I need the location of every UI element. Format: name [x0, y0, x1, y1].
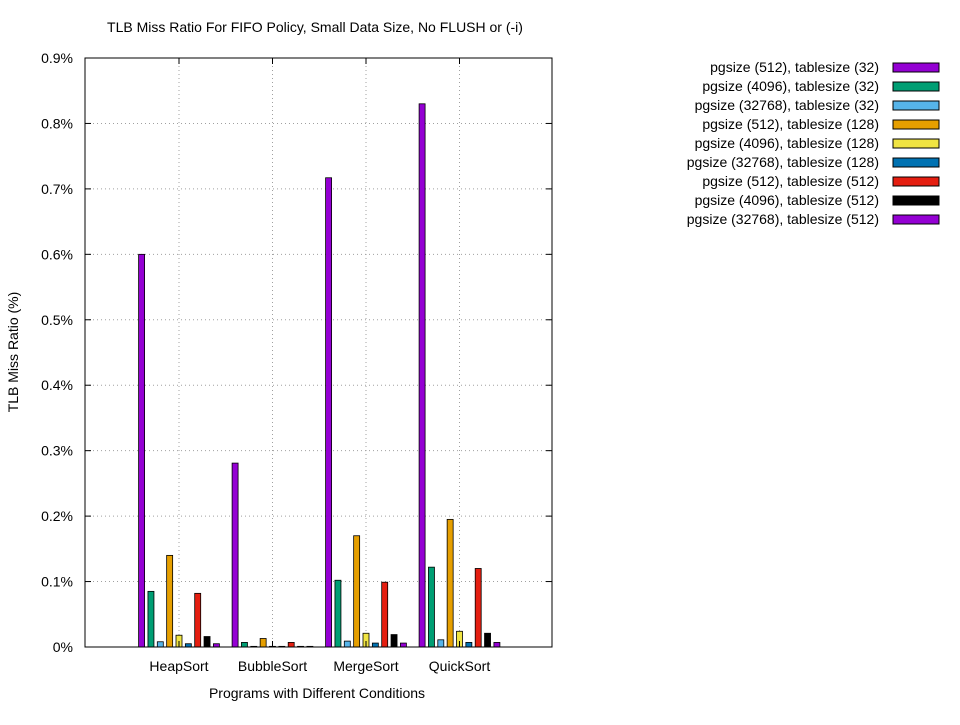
legend-label: pgsize (32768), tablesize (128)	[687, 154, 879, 170]
legend-label: pgsize (4096), tablesize (128)	[695, 135, 879, 151]
legend-swatch	[892, 81, 940, 92]
bar	[474, 568, 482, 648]
bar	[166, 554, 174, 648]
bar	[287, 642, 295, 648]
legend-label: pgsize (4096), tablesize (512)	[695, 192, 879, 208]
y-axis-label: TLB Miss Ratio (%)	[5, 292, 21, 413]
plot-border	[84, 57, 553, 648]
chart-title: TLB Miss Ratio For FIFO Policy, Small Da…	[107, 19, 523, 35]
legend-swatch	[892, 62, 940, 73]
bar	[418, 103, 426, 648]
legend-swatch	[892, 214, 940, 225]
bar	[353, 535, 361, 648]
bar	[446, 518, 454, 648]
axes: 0% 0.1% 0.2% 0.3% 0.4% 0.5% 0.6% 0.7% 0.8% 0.9% He…	[41, 50, 553, 674]
y-tick-label: 0.3%	[41, 443, 73, 459]
y-tick-label: 0.8%	[41, 115, 73, 131]
y-tick-label: 0.1%	[41, 574, 73, 590]
x-tick-label: MergeSort	[333, 658, 398, 674]
legend-swatch	[892, 176, 940, 187]
bar	[259, 638, 267, 648]
bar	[437, 639, 445, 648]
y-tick-label: 0.6%	[41, 246, 73, 262]
legend-label: pgsize (512), tablesize (32)	[710, 59, 879, 75]
bar	[428, 566, 435, 648]
bar	[194, 592, 202, 648]
legend-swatch	[892, 100, 940, 111]
bar	[371, 642, 379, 648]
bar	[381, 581, 389, 648]
legend-swatch	[892, 157, 940, 168]
bar	[147, 590, 155, 648]
legend-swatch	[892, 119, 940, 130]
legend: pgsize (512), tablesize (32) pgsize (4096…	[687, 59, 940, 227]
bar	[493, 642, 501, 648]
y-tick-label: 0.5%	[41, 312, 73, 328]
legend-swatch	[892, 195, 940, 206]
bar	[138, 253, 146, 648]
bars	[138, 103, 501, 648]
legend-label: pgsize (32768), tablesize (512)	[687, 211, 879, 227]
y-tick-label: 0.7%	[41, 181, 73, 197]
y-tick-label: 0%	[53, 639, 73, 655]
bar	[334, 579, 342, 648]
bar	[343, 640, 351, 648]
legend-label: pgsize (32768), tablesize (32)	[695, 97, 879, 113]
x-tick-label: QuickSort	[429, 658, 491, 674]
legend-swatch	[892, 138, 940, 149]
bar	[399, 642, 407, 648]
bar	[325, 177, 333, 648]
y-tick-label: 0.2%	[41, 508, 73, 524]
legend-label: pgsize (4096), tablesize (32)	[702, 78, 879, 94]
y-tick-label: 0.4%	[41, 377, 73, 393]
legend-label: pgsize (512), tablesize (128)	[702, 116, 879, 132]
bar	[203, 636, 211, 648]
x-tick-label: HeapSort	[149, 658, 208, 674]
legend-label: pgsize (512), tablesize (512)	[702, 173, 879, 189]
grid-lines	[85, 58, 552, 647]
bar	[156, 641, 164, 648]
bar	[484, 632, 491, 648]
y-tick-label: 0.9%	[41, 50, 73, 66]
bar	[465, 642, 473, 648]
x-tick-label: BubbleSort	[238, 658, 307, 674]
bar	[390, 634, 398, 648]
bar	[241, 642, 248, 648]
x-axis-label: Programs with Different Conditions	[209, 685, 425, 701]
bar	[231, 462, 239, 648]
